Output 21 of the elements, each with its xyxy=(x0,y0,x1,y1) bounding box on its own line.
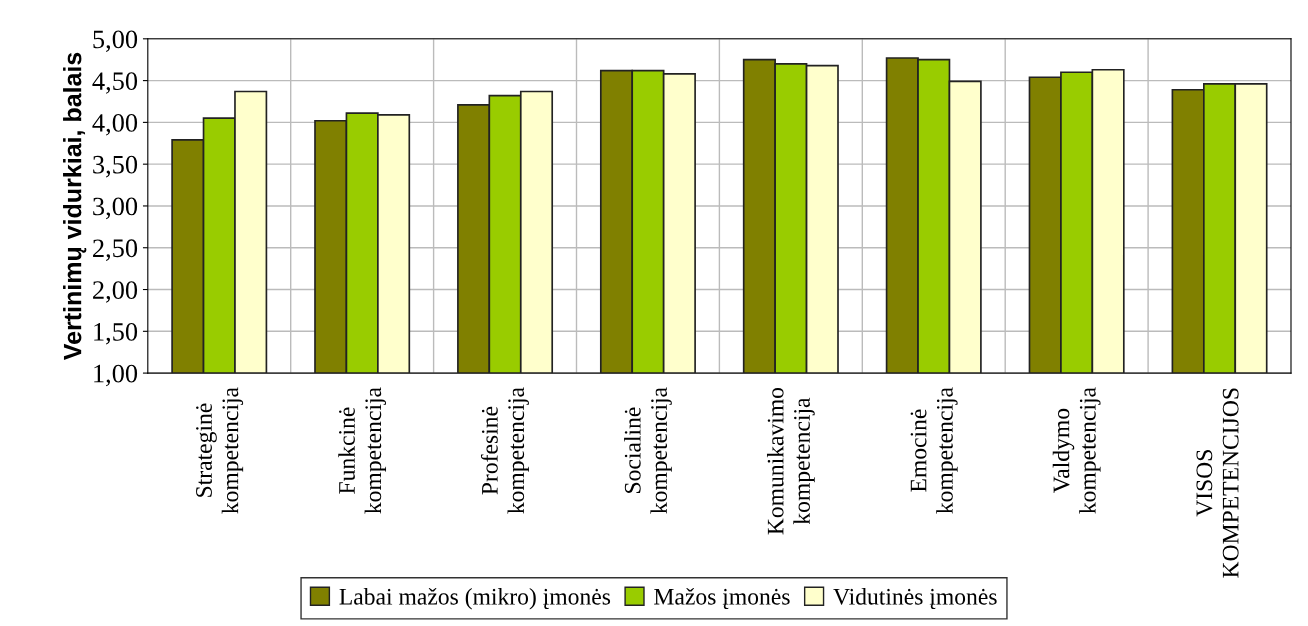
y-tick-label: 3,00 xyxy=(93,197,138,220)
x-tick-label: Emocinė kompetencija xyxy=(910,387,958,514)
y-tick-label: 4,50 xyxy=(92,72,138,94)
x-tick-label: Profesinė kompetencija xyxy=(480,387,529,514)
legend-label: Mažos įmonės xyxy=(654,588,790,610)
legend-label: Labai mažos (mikro) įmonės xyxy=(339,588,611,610)
legend-label: Vidutinės įmonės xyxy=(833,588,997,610)
y-tick-label: 2,50 xyxy=(93,239,138,261)
x-tick-label: Komunikavimo kompetencija xyxy=(766,387,815,535)
x-tick-label: Funkcinė kompetencija xyxy=(338,387,387,514)
x-tick-label: Strateginė kompetencija xyxy=(196,387,244,514)
y-tick-label: 4,00 xyxy=(92,113,138,136)
y-tick-label: 1,00 xyxy=(94,364,138,387)
y-axis-title: Vertinimų vidurkiai, balais xyxy=(63,52,87,360)
y-tick-label: 1,50 xyxy=(94,322,138,345)
x-tick-label: VISOS KOMPETENCIJOS xyxy=(1196,388,1239,578)
y-tick-label: 5,00 xyxy=(93,30,138,53)
y-tick-label: 3,50 xyxy=(93,155,138,178)
x-tick-label: Socialinė kompetencija xyxy=(624,387,672,514)
y-tick-label: 2,00 xyxy=(93,281,138,303)
x-tick-label: Valdymo kompetencija xyxy=(1052,387,1101,514)
